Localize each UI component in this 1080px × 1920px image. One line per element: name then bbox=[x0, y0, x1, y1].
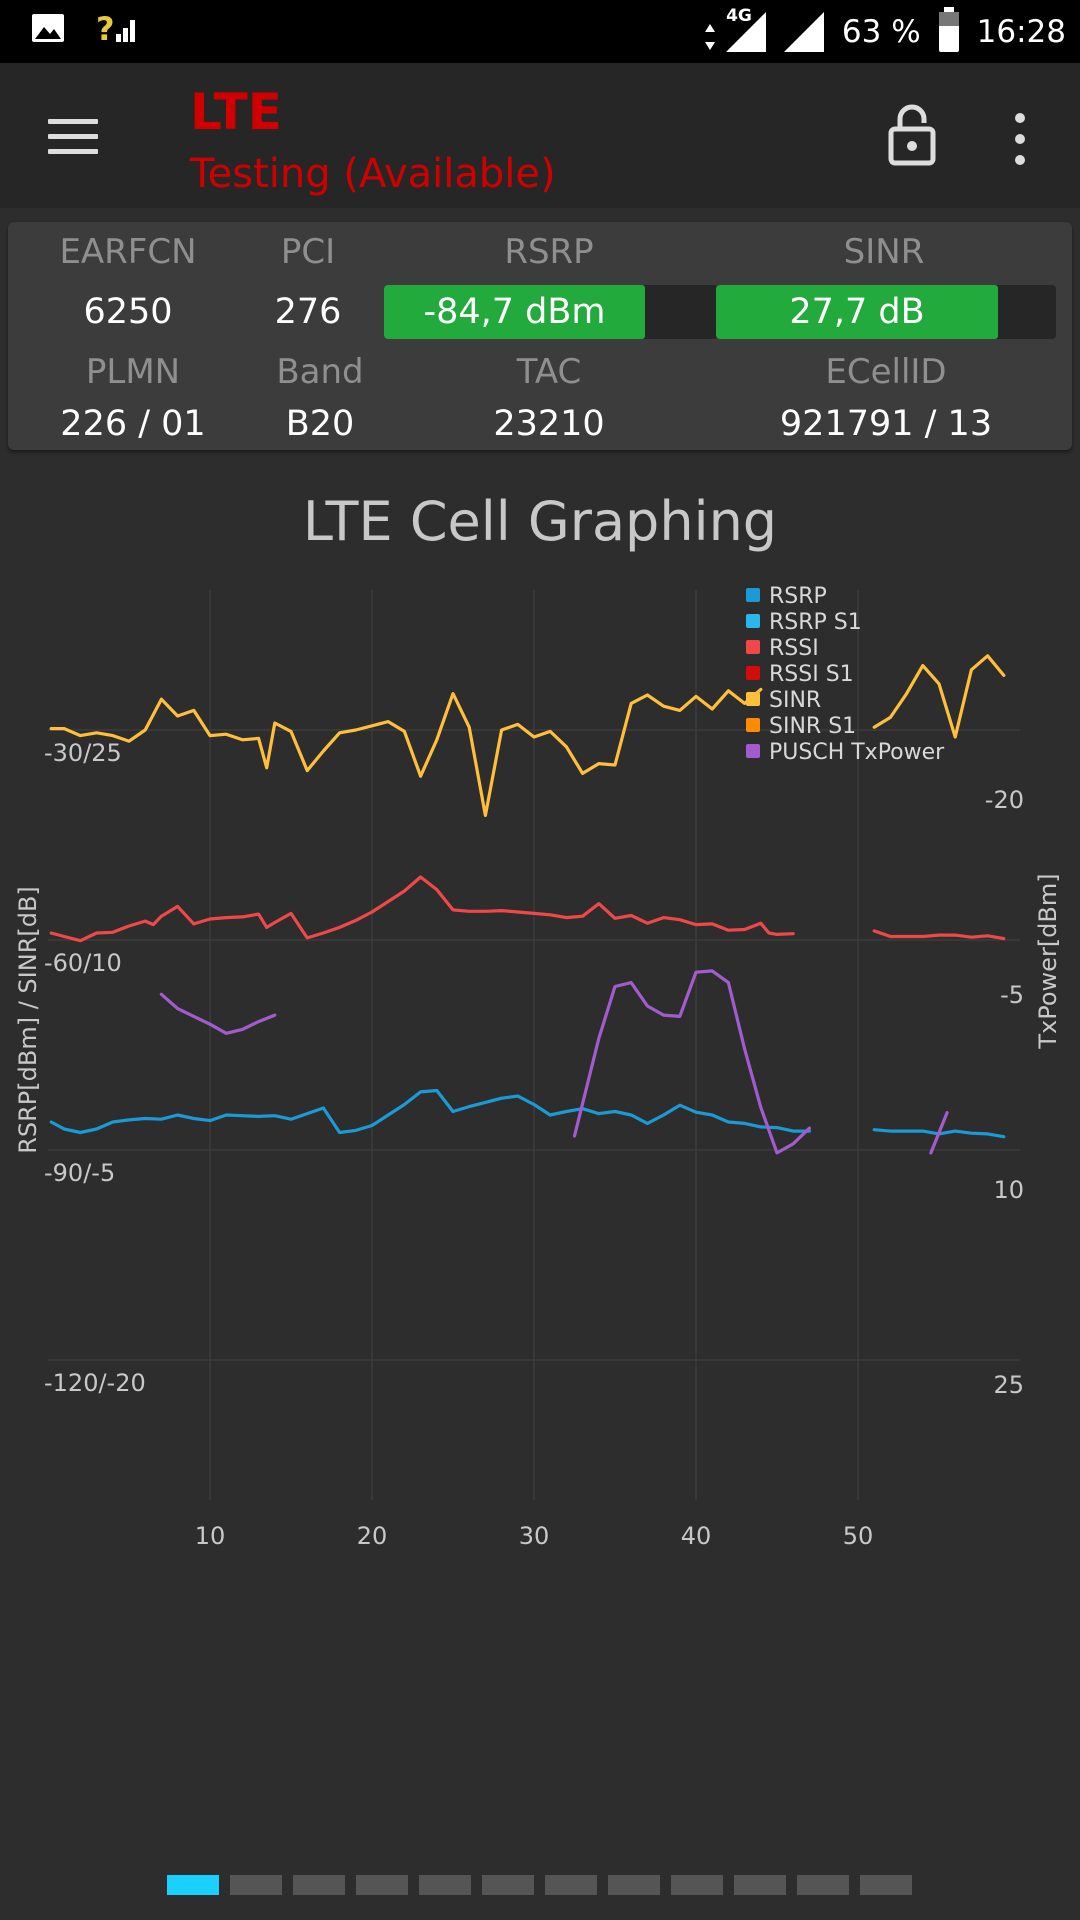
page-dot[interactable] bbox=[167, 1875, 219, 1895]
legend-label-pusch-txpower: PUSCH TxPower bbox=[769, 740, 945, 765]
signal-icon bbox=[725, 11, 766, 52]
legend-swatch-rssi bbox=[746, 640, 760, 654]
page-dot[interactable] bbox=[419, 1875, 471, 1895]
band-label: Band bbox=[276, 352, 364, 392]
page-dot[interactable] bbox=[608, 1875, 660, 1895]
band-value: B20 bbox=[285, 404, 355, 444]
x-tick-label: 20 bbox=[357, 1522, 388, 1550]
page-indicator bbox=[167, 1875, 912, 1895]
sinr-value: 27,7 dB bbox=[789, 292, 925, 332]
y-tick-label: -30/25 bbox=[44, 739, 122, 767]
legend-swatch-rsrp-s1 bbox=[746, 614, 760, 628]
legend-swatch-pusch-txpower bbox=[746, 744, 760, 758]
legend-swatch-sinr bbox=[746, 692, 760, 706]
series-line-rssi bbox=[872, 929, 1006, 941]
app-bar: LTE Testing (Available) bbox=[0, 63, 1080, 208]
legend-swatch-rssi-s1 bbox=[746, 666, 760, 680]
x-tick-label: 50 bbox=[843, 1522, 874, 1550]
lock-icon[interactable] bbox=[888, 103, 936, 167]
ecellid-value: 921791 / 13 bbox=[779, 404, 993, 444]
legend-label-rssi: RSSI bbox=[769, 636, 819, 661]
more-vert-icon[interactable] bbox=[1010, 113, 1030, 165]
status-bar: ? 4G 63 % 16:28 bbox=[0, 0, 1080, 63]
x-tick-label: 10 bbox=[195, 1522, 226, 1550]
x-tick-label: 40 bbox=[681, 1522, 712, 1550]
page-dot[interactable] bbox=[482, 1875, 534, 1895]
pci-label: PCI bbox=[280, 232, 336, 272]
y2-tick-label: 10 bbox=[993, 1176, 1024, 1204]
legend-swatch-rsrp bbox=[746, 588, 760, 602]
y-tick-label: -60/10 bbox=[44, 949, 122, 977]
series-line-pusch-txpower bbox=[159, 992, 277, 1035]
signal-icon bbox=[783, 11, 824, 52]
network-type-label: 4G bbox=[726, 5, 752, 26]
sinr-label: SINR bbox=[843, 232, 925, 272]
page-dot[interactable] bbox=[797, 1875, 849, 1895]
legend-label-rsrp-s1: RSRP S1 bbox=[769, 610, 862, 635]
page-dot[interactable] bbox=[734, 1875, 786, 1895]
page-title: LTE bbox=[190, 83, 282, 141]
tac-value: 23210 bbox=[493, 404, 605, 444]
tac-label: TAC bbox=[516, 352, 582, 392]
plmn-value: 226 / 01 bbox=[60, 404, 206, 444]
y2-tick-label: -5 bbox=[1000, 981, 1024, 1009]
series-line-pusch-txpower bbox=[572, 969, 812, 1155]
page-dot[interactable] bbox=[545, 1875, 597, 1895]
svg-text:?: ? bbox=[96, 10, 115, 46]
series-line-sinr bbox=[872, 654, 1006, 739]
y2-tick-label: 25 bbox=[993, 1371, 1024, 1399]
lte-cell-chart[interactable]: 10 20 30 40 50 -30/25 -60/10 -90/-5 -120/-20 -20 -… bbox=[0, 580, 1080, 1580]
rsrp-value: -84,7 dBm bbox=[423, 292, 606, 332]
page-dot[interactable] bbox=[860, 1875, 912, 1895]
legend-label-sinr-s1: SINR S1 bbox=[769, 714, 856, 739]
series-line-rsrp bbox=[49, 1088, 812, 1135]
page-dot[interactable] bbox=[293, 1875, 345, 1895]
cell-info-panel: EARFCN 6250 PCI 276 RSRP -84,7 dBm SINR … bbox=[8, 222, 1072, 450]
y-tick-label: -90/-5 bbox=[44, 1159, 115, 1187]
clock: 16:28 bbox=[976, 13, 1066, 50]
battery-icon bbox=[938, 6, 959, 52]
image-icon bbox=[32, 14, 64, 42]
rsrp-bar: -84,7 dBm bbox=[384, 285, 718, 339]
rsrp-label: RSRP bbox=[504, 232, 594, 272]
series-line-rssi bbox=[49, 875, 795, 943]
series-line-sinr bbox=[49, 687, 763, 817]
ecellid-label: ECellID bbox=[825, 352, 947, 392]
legend-label-sinr: SINR bbox=[769, 688, 821, 713]
earfcn-value: 6250 bbox=[83, 292, 173, 332]
page-dot[interactable] bbox=[356, 1875, 408, 1895]
unknown-signal-icon: ? bbox=[96, 10, 135, 46]
chart-title: LTE Cell Graphing bbox=[302, 490, 778, 553]
sinr-bar: 27,7 dB bbox=[716, 285, 1056, 339]
page-subtitle: Testing (Available) bbox=[190, 151, 556, 197]
earfcn-label: EARFCN bbox=[59, 232, 197, 272]
x-tick-label: 30 bbox=[519, 1522, 550, 1550]
page-dot[interactable] bbox=[230, 1875, 282, 1895]
data-arrows-icon bbox=[705, 23, 716, 50]
series-line-pusch-txpower bbox=[929, 1110, 949, 1155]
sinr-bar-fill bbox=[716, 285, 998, 339]
y-tick-label: -120/-20 bbox=[44, 1369, 146, 1397]
rsrp-bar-fill bbox=[384, 285, 645, 339]
plmn-label: PLMN bbox=[85, 352, 181, 392]
battery-percent: 63 % bbox=[841, 13, 921, 50]
y2-tick-label: -20 bbox=[985, 786, 1024, 814]
legend-swatch-sinr-s1 bbox=[746, 718, 760, 732]
legend-label-rsrp: RSRP bbox=[769, 584, 827, 609]
y-axis-title: RSRP[dBm] / SINR[dB] bbox=[14, 886, 42, 1154]
legend-label-rssi-s1: RSSI S1 bbox=[769, 662, 854, 687]
page-dot[interactable] bbox=[671, 1875, 723, 1895]
y2-axis-title: TxPower[dBm] bbox=[1034, 873, 1062, 1049]
pci-value: 276 bbox=[274, 292, 342, 332]
menu-icon[interactable] bbox=[48, 119, 98, 155]
